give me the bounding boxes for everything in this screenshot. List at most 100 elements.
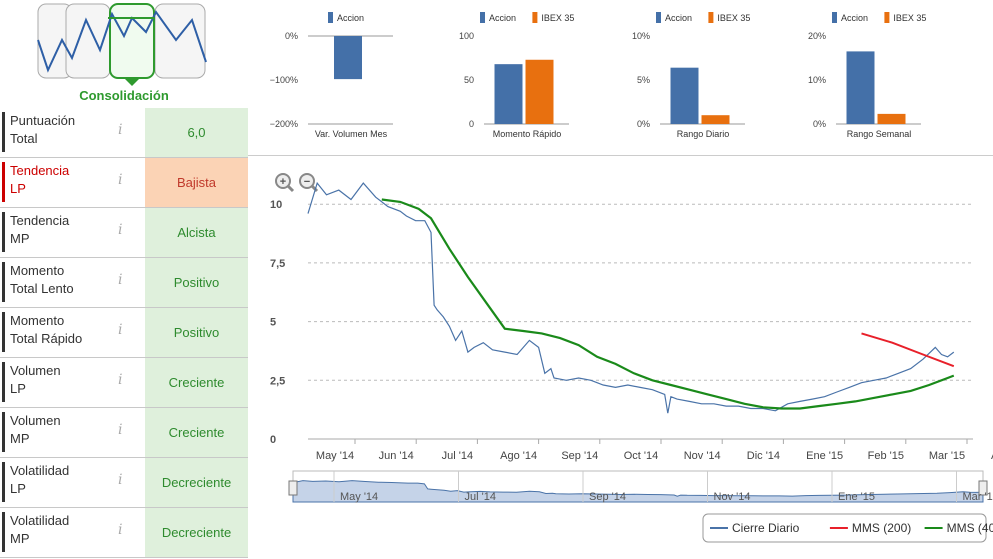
legend-swatch bbox=[708, 12, 714, 23]
zoom-icon-handle bbox=[286, 184, 295, 193]
chart-title: Momento Rápido bbox=[493, 129, 562, 139]
navigator-handle-left[interactable] bbox=[288, 480, 298, 496]
indicator-value: Decreciente bbox=[145, 458, 248, 507]
bar bbox=[670, 67, 699, 124]
info-icon[interactable]: i bbox=[118, 122, 123, 138]
legend-label: Accion bbox=[489, 13, 516, 23]
indicator-name: Volumen MP bbox=[2, 412, 142, 452]
indicator-name-line2: MP bbox=[10, 431, 30, 446]
info-icon[interactable]: i bbox=[118, 522, 123, 538]
zoom-out-icon[interactable]: − bbox=[299, 173, 319, 193]
indicator-name-line2: LP bbox=[10, 181, 26, 196]
zoom-in-icon[interactable]: + bbox=[275, 173, 295, 193]
indicator-value: Creciente bbox=[145, 358, 248, 407]
indicator-name-line1: Volatilidad bbox=[10, 463, 70, 478]
legend-label: IBEX 35 bbox=[541, 13, 574, 23]
info-icon[interactable]: i bbox=[118, 272, 123, 288]
indicator-name-line1: Momento bbox=[10, 263, 65, 278]
legend-label: Cierre Diario bbox=[732, 521, 800, 535]
mini-chart: Accion IBEX 35 100 50 0 Momento Rápido bbox=[459, 12, 574, 139]
mini-chart: Accion 0% −100% −200% Var. Volumen Mes bbox=[270, 12, 393, 139]
info-icon[interactable]: i bbox=[118, 372, 123, 388]
indicator-row: Momento Total Lento i Positivo bbox=[0, 258, 248, 308]
indicator-name: Volatilidad MP bbox=[2, 512, 142, 552]
y-tick-label: 100 bbox=[459, 31, 474, 41]
indicator-row: Volatilidad MP i Decreciente bbox=[0, 508, 248, 558]
y-tick-label: 0 bbox=[270, 434, 276, 446]
legend-label: MMS (40) bbox=[947, 521, 993, 535]
bar bbox=[701, 115, 730, 124]
y-tick-label: 7,5 bbox=[270, 258, 285, 270]
x-tick-label: Dic '14 bbox=[747, 450, 780, 462]
indicator-name-line2: Total Lento bbox=[10, 281, 74, 296]
bar bbox=[334, 36, 362, 80]
indicator-name: Momento Total Rápido bbox=[2, 312, 142, 352]
chart-title: Rango Semanal bbox=[847, 129, 912, 139]
indicator-row: Momento Total Rápido i Positivo bbox=[0, 308, 248, 358]
x-tick-label: Ago '14 bbox=[500, 450, 537, 462]
navigator: May '14 Jul '14 Sep '14 Nov '14 Ene '15 Mar '… bbox=[288, 470, 993, 503]
legend-label: Accion bbox=[841, 13, 868, 23]
x-tick-label: Jun '14 bbox=[379, 450, 414, 462]
y-tick-label: 0% bbox=[637, 119, 650, 129]
zoom-icon-handle bbox=[310, 184, 319, 193]
indicator-name-line1: Momento bbox=[10, 313, 65, 328]
y-tick-label: 0% bbox=[285, 31, 298, 41]
legend-label: Accion bbox=[337, 13, 364, 23]
indicator-row: Volatilidad LP i Decreciente bbox=[0, 458, 248, 508]
indicator-value: Alcista bbox=[145, 208, 248, 257]
info-icon[interactable]: i bbox=[118, 322, 123, 338]
x-tick-label: Feb '15 bbox=[868, 450, 904, 462]
legend: Cierre Diario MMS (200) MMS (40) bbox=[702, 513, 993, 543]
legend-label: IBEX 35 bbox=[717, 13, 750, 23]
info-icon[interactable]: i bbox=[118, 222, 123, 238]
info-icon[interactable]: i bbox=[118, 172, 123, 188]
info-icon[interactable]: i bbox=[118, 422, 123, 438]
zoom-icon-sign: + bbox=[280, 176, 286, 188]
y-tick-label: −100% bbox=[270, 75, 298, 85]
indicator-name-line2: MP bbox=[10, 231, 30, 246]
indicator-name-line2: LP bbox=[10, 481, 26, 496]
y-tick-label: 0 bbox=[469, 119, 474, 129]
y-tick-label: 0% bbox=[813, 119, 826, 129]
indicator-value: Positivo bbox=[145, 258, 248, 307]
chart-title: Var. Volumen Mes bbox=[315, 129, 388, 139]
indicator-name-line1: Volatilidad bbox=[10, 513, 70, 528]
bar bbox=[525, 59, 554, 125]
indicator-name-line2: Total Rápido bbox=[10, 331, 83, 346]
y-tick-label: 2,5 bbox=[270, 375, 285, 387]
indicator-name: Volatilidad LP bbox=[2, 462, 142, 502]
indicator-value: Positivo bbox=[145, 308, 248, 357]
y-tick-label: 5% bbox=[637, 75, 650, 85]
x-tick-label: Jul '14 bbox=[442, 450, 473, 462]
indicator-row: Volumen MP i Creciente bbox=[0, 408, 248, 458]
indicator-name-line2: Total bbox=[10, 131, 38, 146]
legend-swatch bbox=[832, 12, 837, 23]
navigator-tick-label: Mar '15 bbox=[963, 491, 993, 503]
indicator-row: Tendencia LP i Bajista bbox=[0, 158, 248, 208]
pattern-thumbnail bbox=[0, 0, 248, 106]
legend-swatch bbox=[656, 12, 661, 23]
navigator-handle-right[interactable] bbox=[978, 480, 988, 496]
navigator-tick-label: Sep '14 bbox=[589, 491, 626, 503]
series-line bbox=[307, 181, 955, 414]
x-tick-label: Nov '14 bbox=[684, 450, 721, 462]
navigator-tick-label: May '14 bbox=[340, 491, 378, 503]
info-icon[interactable]: i bbox=[118, 472, 123, 488]
legend-label: Accion bbox=[665, 13, 692, 23]
indicator-name: Tendencia LP bbox=[2, 162, 142, 202]
navigator-tick-label: Jul '14 bbox=[465, 491, 496, 503]
mini-chart: Accion IBEX 35 20% 10% 0% Rango Semanal bbox=[808, 12, 926, 139]
bar bbox=[494, 64, 523, 124]
series-line bbox=[861, 332, 955, 368]
indicator-name-line1: Tendencia bbox=[10, 213, 70, 228]
indicator-row: Volumen LP i Creciente bbox=[0, 358, 248, 408]
x-tick-label: Ene '15 bbox=[806, 450, 843, 462]
indicator-name-line2: LP bbox=[10, 381, 26, 396]
indicator-name: Momento Total Lento bbox=[2, 262, 142, 302]
series-line bbox=[381, 198, 955, 410]
y-tick-label: 20% bbox=[808, 31, 826, 41]
indicator-name: Tendencia MP bbox=[2, 212, 142, 252]
indicator-name-line1: Tendencia bbox=[10, 163, 70, 178]
